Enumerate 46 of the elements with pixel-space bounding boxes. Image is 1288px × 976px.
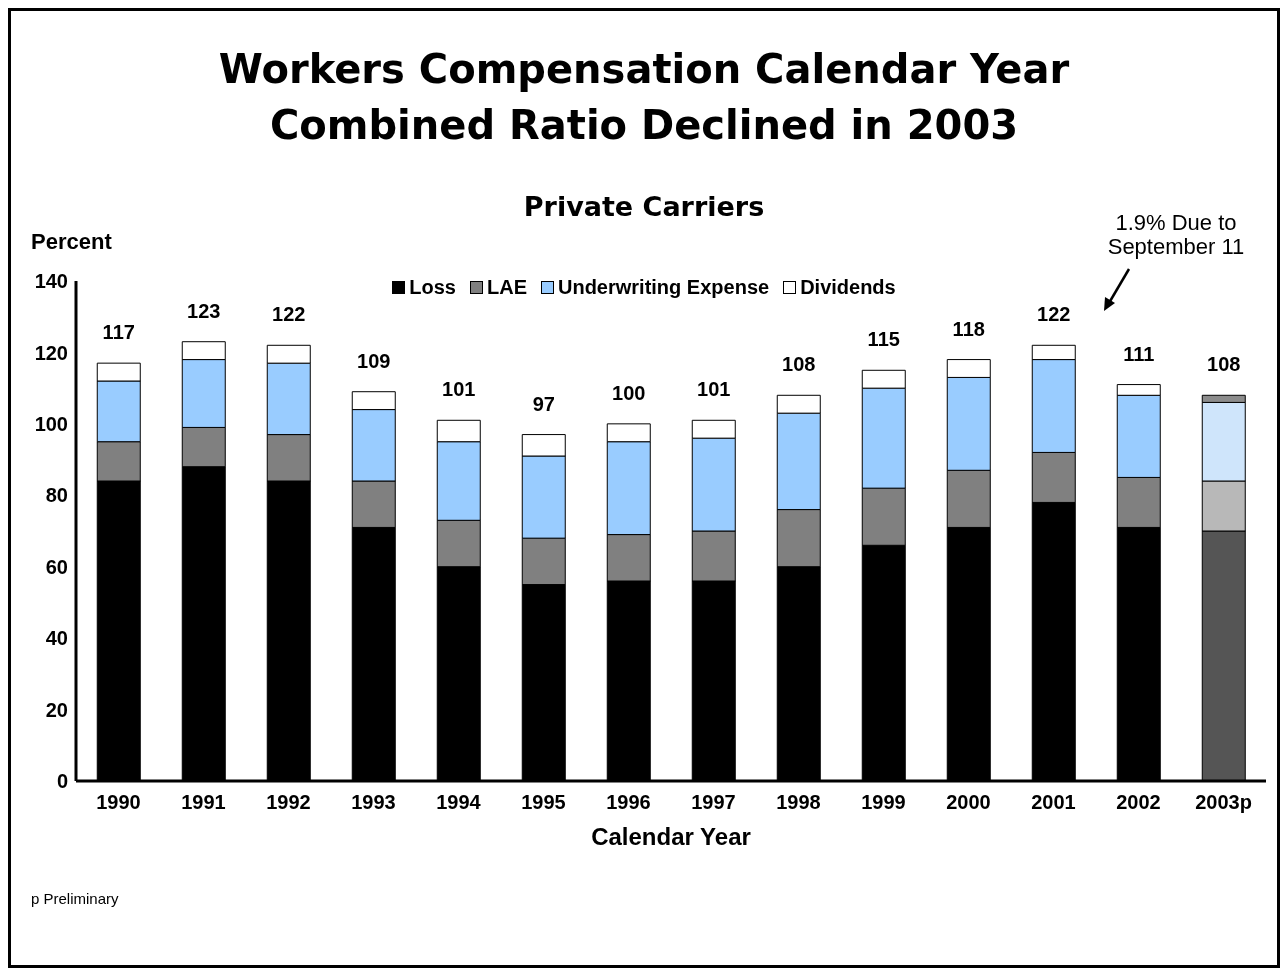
- x-tick-label: 2002: [1116, 791, 1161, 814]
- legend-label: Loss: [409, 276, 456, 299]
- y-axis-title: Percent: [31, 229, 112, 255]
- x-tick-label: 1994: [436, 791, 482, 814]
- total-label: 122: [1037, 303, 1071, 326]
- total-label: 100: [612, 381, 646, 404]
- x-tick-label: 1990: [96, 791, 141, 814]
- total-label: 123: [187, 299, 221, 322]
- legend-label: LAE: [486, 276, 527, 299]
- y-tick-label: 100: [34, 412, 68, 435]
- total-label: 101: [442, 378, 476, 401]
- y-tick-label: 60: [45, 555, 68, 578]
- x-axis-title: Calendar Year: [590, 823, 752, 851]
- x-tick-label: 1992: [266, 791, 311, 814]
- x-tick-label: 2001: [1031, 791, 1076, 814]
- y-tick-label: 40: [45, 627, 68, 650]
- total-label: 115: [867, 328, 900, 351]
- total-label: 111: [1123, 342, 1155, 365]
- y-tick-label: 80: [45, 484, 68, 507]
- x-tick-label: 2003p: [1195, 791, 1252, 814]
- y-tick-label: 140: [34, 270, 68, 293]
- text: p Preliminary: [31, 889, 119, 908]
- y-tick-label: 20: [45, 698, 68, 721]
- x-tick-label: 1996: [606, 791, 651, 814]
- y-tick-label: 0: [56, 770, 68, 793]
- total-label: 101: [697, 378, 731, 401]
- legend-label: Dividends: [800, 276, 896, 299]
- total-label: 108: [1207, 353, 1241, 376]
- x-tick-label: 1993: [351, 791, 396, 814]
- total-label: 97: [532, 392, 555, 415]
- x-tick-label: 1999: [861, 791, 906, 814]
- x-tick-label: 1998: [776, 791, 821, 814]
- x-tick-label: 1991: [181, 791, 226, 814]
- x-tick-label: 2000: [946, 791, 991, 814]
- total-label: 108: [782, 353, 816, 376]
- chart-title: Workers Compensation Calendar Year Combined Ratio Declined in 2003: [217, 45, 1071, 150]
- y-tick-label: 120: [34, 341, 68, 364]
- chart-subtitle: Private Carriers: [523, 191, 765, 222]
- x-tick-label: 1995: [521, 791, 566, 814]
- x-tick-label: 1997: [691, 791, 736, 814]
- total-label: 117: [102, 321, 135, 344]
- total-label: 109: [357, 349, 391, 372]
- total-label: 118: [952, 317, 985, 340]
- text: 1.9% Due to September 11: [1106, 210, 1246, 259]
- legend-label: Underwriting Expense: [557, 276, 770, 299]
- total-label: 122: [272, 303, 306, 326]
